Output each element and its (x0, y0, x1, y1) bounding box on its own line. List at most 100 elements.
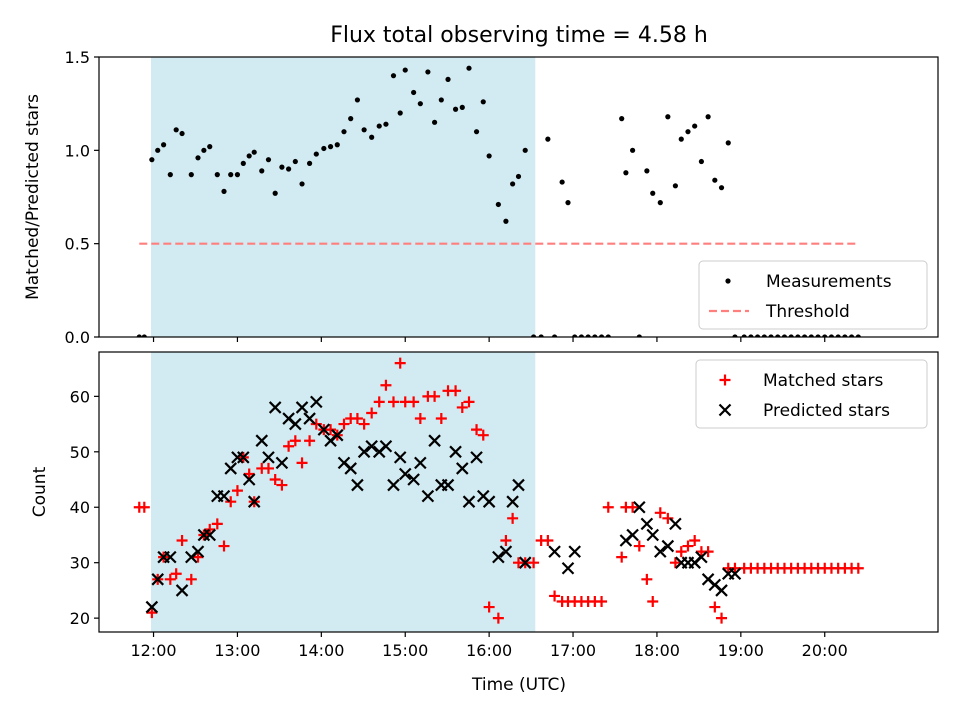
data-point (538, 334, 544, 337)
data-point (512, 478, 525, 492)
data-point (255, 434, 269, 447)
data-point (251, 149, 257, 155)
data-point (192, 551, 204, 563)
data-point (578, 334, 585, 337)
legend-label: Predicted stars (763, 401, 890, 421)
data-point (732, 334, 738, 337)
data-point (781, 334, 788, 337)
data-point (662, 512, 674, 524)
data-point (748, 334, 754, 337)
data-point (495, 201, 501, 208)
data-point (234, 172, 241, 178)
data-point (848, 334, 855, 337)
data-point (351, 413, 363, 425)
series-predicted-stars (145, 395, 742, 614)
data-point (718, 185, 725, 191)
data-point (304, 435, 316, 447)
data-point (402, 67, 408, 73)
data-point (203, 528, 217, 542)
data-point (398, 467, 412, 481)
data-point (373, 396, 385, 408)
data-point (138, 501, 150, 513)
data-point (835, 334, 841, 337)
data-point (657, 200, 663, 206)
data-point (429, 390, 441, 402)
bottom-panel-counts: 12:00 13:00 14:00 15:00 16:00 17:00 18:00 19:00… (30, 351, 939, 660)
data-point (483, 601, 495, 613)
data-point (414, 456, 427, 470)
x-tick-label: 14:00 (298, 641, 344, 660)
plot-area (136, 65, 861, 337)
data-point (269, 474, 281, 486)
data-point (145, 600, 159, 614)
data-point (510, 181, 516, 187)
y-axis-label: Count (30, 466, 50, 517)
data-point (243, 468, 255, 480)
y-tick-label: 60 (70, 387, 90, 406)
data-point (286, 166, 292, 172)
data-point (473, 129, 480, 135)
data-point (565, 200, 571, 206)
data-point (357, 445, 371, 459)
legend-label: Matched stars (763, 371, 883, 391)
data-point (185, 573, 197, 585)
data-point (627, 501, 639, 513)
data-point (482, 495, 496, 508)
data-point (407, 473, 420, 486)
data-point (585, 334, 591, 337)
y-tick-label: 50 (70, 443, 90, 462)
data-point (164, 550, 177, 564)
y-tick-label: 0.5 (65, 235, 90, 254)
data-point (559, 179, 565, 185)
data-point (499, 545, 513, 558)
data-point (387, 478, 400, 492)
x-tick-label: 17:00 (550, 641, 596, 660)
data-point (682, 540, 694, 552)
legend-label: Threshold (765, 302, 850, 322)
data-point (619, 116, 625, 122)
data-point (675, 546, 687, 558)
data-point (279, 164, 285, 170)
data-point (705, 114, 711, 120)
legend: Matched stars Predicted stars (695, 359, 928, 429)
data-point (428, 434, 441, 447)
data-point (188, 172, 194, 178)
data-point (695, 550, 708, 564)
data-point (283, 440, 295, 452)
data-point (462, 495, 476, 508)
data-point (387, 396, 399, 408)
data-point (272, 190, 278, 196)
data-point (214, 172, 220, 178)
data-point (408, 396, 420, 408)
data-point (669, 557, 681, 569)
data-point (795, 334, 801, 337)
data-point (348, 116, 354, 122)
data-point (456, 401, 468, 413)
data-point (176, 535, 188, 547)
x-axis-label: Time (UTC) (471, 675, 566, 695)
data-point (654, 507, 666, 519)
data-point (755, 334, 761, 337)
data-point (211, 518, 223, 530)
y-tick-label: 20 (70, 609, 90, 628)
data-point (432, 119, 438, 125)
data-point (358, 418, 370, 430)
data-point (592, 334, 598, 337)
data-point (306, 160, 313, 166)
data-point (709, 601, 721, 613)
data-point (775, 334, 781, 337)
data-point (712, 177, 718, 183)
data-point (503, 218, 509, 224)
data-point (155, 147, 161, 153)
data-point (228, 172, 234, 178)
data-point (376, 123, 382, 129)
data-point (195, 155, 201, 161)
data-point (822, 334, 828, 337)
data-point (317, 423, 331, 436)
data-point (310, 418, 322, 430)
y-tick-label: 40 (70, 498, 90, 517)
data-point (136, 334, 142, 337)
data-point (815, 334, 821, 337)
data-point (855, 334, 861, 337)
